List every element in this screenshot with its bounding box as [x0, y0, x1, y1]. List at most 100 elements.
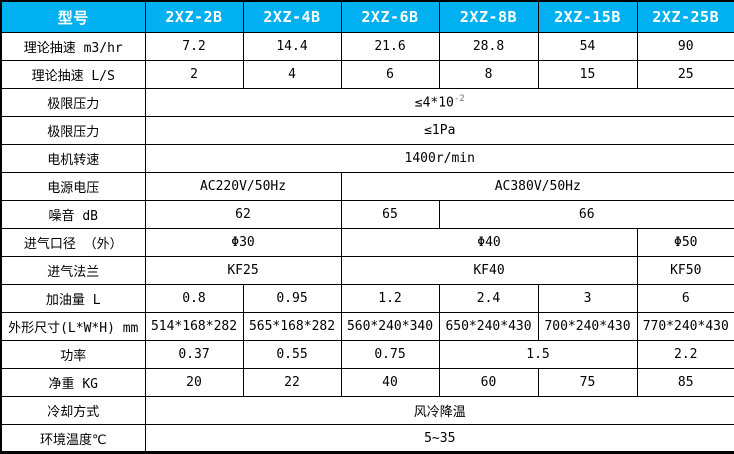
spec-cell-value: 14.4	[276, 39, 308, 54]
table-row: 理论抽速 m3/hr 7.2 14.4 21.6 28.8 54 90	[0, 32, 734, 61]
spec-cell: ≤1Pa	[144, 116, 734, 145]
row-label: 理论抽速 m3/hr	[0, 32, 146, 61]
table-row: 极限压力 ≤4*10-2	[0, 88, 734, 117]
spec-cell: 14.4	[242, 32, 342, 61]
spec-cell-value: 20	[186, 375, 202, 390]
spec-cell-value: 5~35	[424, 430, 456, 446]
spec-cell-value: 2.4	[476, 291, 501, 306]
spec-cell-value: Φ30	[231, 235, 255, 250]
spec-cell-value: 22	[284, 375, 300, 390]
spec-cell-value: 85	[677, 375, 694, 390]
spec-cell-value: 7.2	[182, 39, 206, 54]
spec-cell: 62	[144, 200, 342, 229]
row-label: 噪音 dB	[0, 200, 146, 229]
spec-cell-value: 2.2	[674, 347, 698, 362]
table-row: 净重 KG 20 22 40 60 75 85	[0, 368, 734, 397]
spec-cell: 2.4	[438, 284, 539, 313]
spec-cell-value: 0.75	[374, 347, 406, 362]
spec-cell-value: 6	[386, 67, 394, 82]
spec-cell: 22	[242, 368, 342, 397]
row-label: 极限压力	[0, 116, 146, 145]
table-row: 理论抽速 L/S 2 4 6 8 15 25	[0, 60, 734, 89]
spec-cell-value: 700*240*430	[544, 319, 631, 334]
model-column-header: 型号	[0, 0, 146, 33]
spec-cell: 4	[242, 60, 342, 89]
spec-cell-value: ≤1Pa	[424, 123, 456, 138]
table-row: 外形尺寸(L*W*H) mm 514*168*282 565*168*282 560*…	[0, 312, 734, 341]
spec-cell: 85	[636, 368, 734, 397]
row-label: 理论抽速 L/S	[0, 60, 146, 89]
spec-cell: 770*240*430	[636, 312, 734, 341]
spec-cell: Φ40	[340, 228, 638, 257]
row-label: 电机转速	[0, 144, 146, 173]
spec-cell-value: 2	[190, 67, 198, 82]
spec-cell-value: 66	[578, 207, 595, 222]
spec-cell: Φ50	[636, 228, 734, 257]
spec-cell-value: ≤4*10	[414, 95, 454, 111]
row-label: 加油量 L	[0, 284, 146, 313]
spec-cell: KF50	[636, 256, 734, 285]
spec-cell: 8	[438, 60, 539, 89]
spec-cell-value: 40	[382, 375, 398, 390]
table-row: 电源电压 AC220V/50Hz AC380V/50Hz	[0, 172, 734, 201]
column-header: 2XZ-6B	[340, 0, 440, 33]
spec-cell-value: AC220V/50Hz	[199, 179, 287, 194]
spec-cell: 风冷降温	[144, 396, 734, 425]
spec-cell: 1.5	[438, 340, 638, 369]
row-label: 外形尺寸(L*W*H) mm	[0, 312, 146, 341]
table-row: 加油量 L 0.8 0.95 1.2 2.4 3 6	[0, 284, 734, 313]
spec-cell: 54	[537, 32, 638, 61]
spec-cell: AC380V/50Hz	[340, 172, 734, 201]
spec-cell: 2	[144, 60, 244, 89]
column-header: 2XZ-8B	[438, 0, 539, 33]
spec-cell-value: KF50	[670, 263, 702, 278]
row-label: 极限压力	[0, 88, 146, 117]
spec-cell-value: 62	[235, 207, 251, 222]
spec-cell-value: 0.37	[178, 347, 210, 362]
row-label: 净重 KG	[0, 368, 146, 397]
spec-cell-value: 1.2	[378, 291, 402, 306]
spec-cell-value: 0.8	[182, 291, 206, 306]
spec-cell: KF25	[144, 256, 342, 285]
spec-cell: 650*240*430	[438, 312, 539, 341]
spec-cell: 21.6	[340, 32, 440, 61]
spec-cell-value: Φ40	[477, 235, 501, 250]
spec-cell: KF40	[340, 256, 638, 285]
spec-cell: 1400r/min	[144, 144, 734, 173]
spec-cell-value: 0.95	[276, 291, 308, 306]
spec-cell-value: KF40	[473, 263, 505, 278]
spec-cell: 20	[144, 368, 244, 397]
column-header: 2XZ-15B	[537, 0, 638, 33]
spec-cell-value: 风冷降温	[413, 405, 466, 420]
spec-cell: 514*168*282	[144, 312, 244, 341]
spec-cell-value: 54	[579, 39, 596, 54]
spec-table-body: 理论抽速 m3/hr 7.2 14.4 21.6 28.8 54 90 理论抽速 L/S 2 4 6…	[0, 32, 734, 453]
spec-cell-value: Φ50	[674, 235, 698, 250]
spec-cell: 700*240*430	[537, 312, 638, 341]
table-row: 极限压力 ≤1Pa	[0, 116, 734, 145]
spec-cell-value: 0.55	[276, 347, 308, 362]
table-row: 冷却方式 风冷降温	[0, 396, 734, 425]
table-row: 进气口径 （外） Φ30 Φ40 Φ50	[0, 228, 734, 257]
spec-cell: 0.75	[340, 340, 440, 369]
table-row: 环境温度℃ 5~35	[0, 424, 734, 453]
spec-cell-value: 75	[579, 375, 596, 390]
row-label: 进气口径 （外）	[0, 228, 146, 257]
spec-cell: 28.8	[438, 32, 539, 61]
spec-cell-value: 6	[681, 291, 690, 306]
spec-cell: 0.95	[242, 284, 342, 313]
table-row: 噪音 dB 62 65 66	[0, 200, 734, 229]
column-header: 2XZ-2B	[144, 0, 244, 33]
spec-cell: 0.55	[242, 340, 342, 369]
spec-cell: 6	[636, 284, 734, 313]
spec-cell-value: 770*240*430	[642, 319, 729, 334]
spec-cell: 75	[537, 368, 638, 397]
spec-cell: 6	[340, 60, 440, 89]
spec-cell-value: 4	[288, 67, 296, 82]
column-header: 2XZ-25B	[636, 0, 734, 33]
spec-cell: ≤4*10-2	[144, 88, 734, 117]
spec-cell-value: 565*168*282	[248, 319, 336, 334]
spec-cell-value: 28.8	[472, 39, 505, 54]
spec-cell: 5~35	[144, 424, 734, 453]
